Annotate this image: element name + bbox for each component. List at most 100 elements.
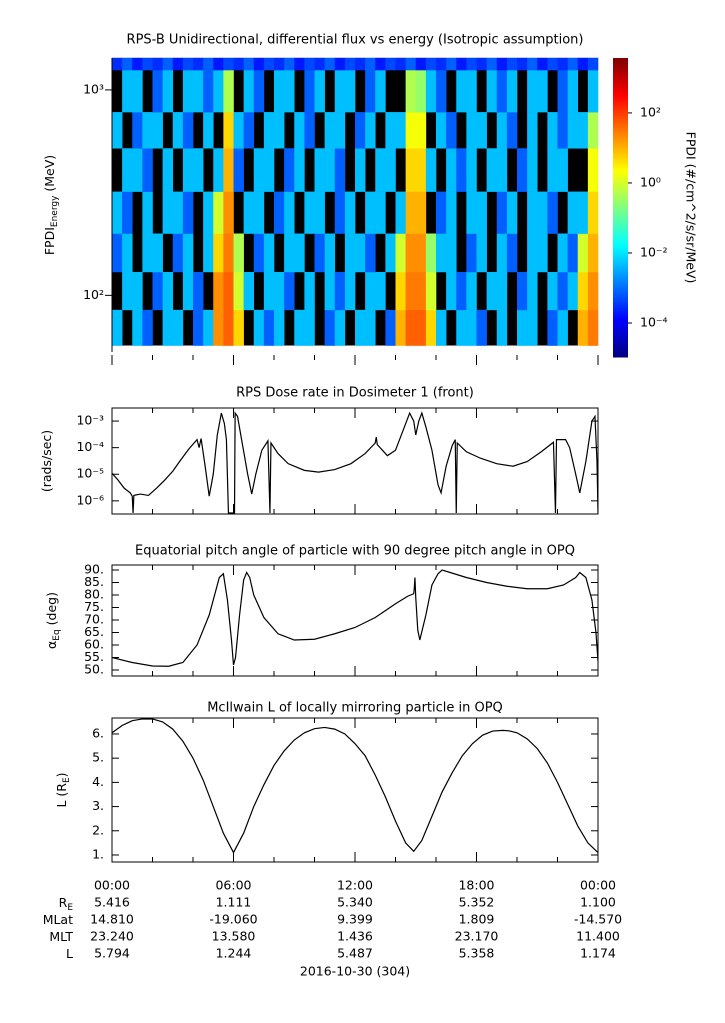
colorbar-slice bbox=[613, 200, 628, 204]
y-axis-label: (rads/sec) bbox=[39, 430, 54, 492]
spectrogram-cell bbox=[506, 112, 518, 149]
spectrogram-cell bbox=[496, 70, 508, 113]
spectrogram-cell bbox=[203, 70, 214, 113]
spectrogram-cell bbox=[112, 309, 123, 346]
spectrogram-cell bbox=[213, 70, 224, 113]
spectrogram-cell bbox=[223, 271, 234, 311]
data-line bbox=[112, 569, 598, 667]
spectrogram-cell bbox=[557, 57, 568, 71]
colorbar-slice bbox=[613, 284, 628, 288]
ephemeris-value: 5.794 bbox=[94, 946, 130, 961]
spectrogram-cell bbox=[506, 191, 518, 234]
colorbar-slice bbox=[613, 259, 628, 263]
colorbar-slice bbox=[613, 167, 628, 171]
x-axis-label: 2016-10-30 (304) bbox=[300, 964, 410, 979]
spectrogram-cell bbox=[253, 309, 265, 346]
colorbar-slice bbox=[613, 304, 628, 308]
spectrogram-cell bbox=[132, 148, 143, 192]
spectrogram-cell bbox=[456, 148, 467, 192]
ephemeris-value: -19.060 bbox=[209, 912, 257, 927]
colorbar-slice bbox=[613, 130, 628, 134]
spectrogram-cell bbox=[233, 271, 244, 311]
colorbar-slice bbox=[613, 75, 628, 79]
spectrogram-cell bbox=[334, 309, 346, 346]
ephemeris-value: 5.352 bbox=[459, 895, 495, 910]
colorbar-slice bbox=[613, 292, 628, 296]
spectrogram-cell bbox=[334, 70, 346, 113]
spectrogram-cell bbox=[233, 233, 244, 273]
colorbar-slice bbox=[613, 354, 628, 358]
spectrogram-cell bbox=[274, 191, 285, 234]
spectrogram-cell bbox=[213, 148, 224, 192]
colorbar-slice bbox=[613, 100, 628, 104]
spectrogram-cell bbox=[142, 233, 153, 273]
colorbar-slice bbox=[613, 274, 628, 278]
colorbar-slice bbox=[613, 347, 628, 351]
colorbar-slice bbox=[613, 252, 628, 256]
spectrogram-cell bbox=[476, 233, 487, 273]
y-label-main: (rads/sec) bbox=[39, 430, 54, 492]
spectrogram-cell bbox=[122, 70, 133, 113]
colorbar-slice bbox=[613, 127, 628, 131]
spectrogram-cell bbox=[365, 191, 376, 234]
ephemeris-value: 1.111 bbox=[216, 895, 252, 910]
colorbar-slice bbox=[613, 137, 628, 141]
y-label-unit: (MeV) bbox=[42, 155, 57, 196]
spectrogram-cell bbox=[466, 57, 477, 71]
spectrogram-cell bbox=[405, 148, 417, 192]
spectrogram-cell bbox=[213, 57, 224, 71]
colorbar-slice bbox=[613, 185, 628, 189]
colorbar-slice bbox=[613, 269, 628, 273]
spectrogram-cell bbox=[486, 271, 498, 311]
panel: Equatorial pitch angle of particle with … bbox=[44, 544, 599, 677]
spectrogram-cell bbox=[527, 271, 538, 311]
spectrogram-cell bbox=[405, 271, 417, 311]
colorbar-slice bbox=[613, 207, 628, 211]
spectrogram-cell bbox=[304, 70, 315, 113]
spectrogram-cell bbox=[456, 271, 467, 311]
colorbar-slice bbox=[613, 332, 628, 336]
spectrogram-cell bbox=[476, 57, 487, 71]
spectrogram-cell bbox=[274, 112, 285, 149]
spectrogram-cell bbox=[344, 191, 356, 234]
colorbar-slice bbox=[613, 162, 628, 166]
colorbar-slice bbox=[613, 289, 628, 293]
colorbar-slice bbox=[613, 60, 628, 64]
spectrogram-cell bbox=[314, 70, 325, 113]
spectrogram-cell bbox=[577, 309, 589, 346]
spectrogram-cell bbox=[557, 233, 568, 273]
colorbar-slice bbox=[613, 229, 628, 233]
y-tick-label: 55. bbox=[84, 649, 104, 664]
spectrogram-cell bbox=[557, 271, 568, 311]
spectrogram-cell bbox=[334, 271, 346, 311]
spectrogram-cell bbox=[324, 309, 336, 346]
spectrogram-cell bbox=[152, 70, 163, 113]
spectrogram-cell bbox=[334, 148, 346, 192]
spectrogram-cell bbox=[253, 233, 265, 273]
spectrogram-cell bbox=[182, 112, 194, 149]
spectrogram-cell bbox=[405, 70, 417, 113]
spectrogram-cell bbox=[375, 271, 386, 311]
y-tick-label: 2. bbox=[92, 822, 104, 837]
colorbar-tick-label: 10⁰ bbox=[640, 174, 661, 189]
spectrogram-cell bbox=[436, 112, 447, 149]
spectrogram-cell bbox=[304, 112, 315, 149]
spectrogram-cell bbox=[172, 57, 184, 71]
colorbar-slice bbox=[613, 72, 628, 76]
spectrogram-cell bbox=[112, 233, 123, 273]
spectrogram-cell bbox=[294, 112, 305, 149]
ephemeris-value: 5.340 bbox=[337, 895, 373, 910]
colorbar-slice bbox=[613, 339, 628, 343]
ephemeris-label: RE bbox=[59, 895, 74, 913]
ephemeris-label-sub: E bbox=[67, 903, 73, 913]
spectrogram-cell bbox=[344, 57, 356, 71]
spectrogram-cell bbox=[527, 148, 538, 192]
spectrogram-cell bbox=[314, 191, 325, 234]
spectrogram-cell bbox=[355, 148, 366, 192]
spectrogram-cell bbox=[547, 57, 558, 71]
spectrogram-cell bbox=[182, 191, 194, 234]
spectrogram-cell bbox=[182, 70, 194, 113]
spectrogram-cell bbox=[314, 233, 325, 273]
spectrogram-cell bbox=[436, 70, 447, 113]
spectrogram-cell bbox=[405, 233, 417, 273]
